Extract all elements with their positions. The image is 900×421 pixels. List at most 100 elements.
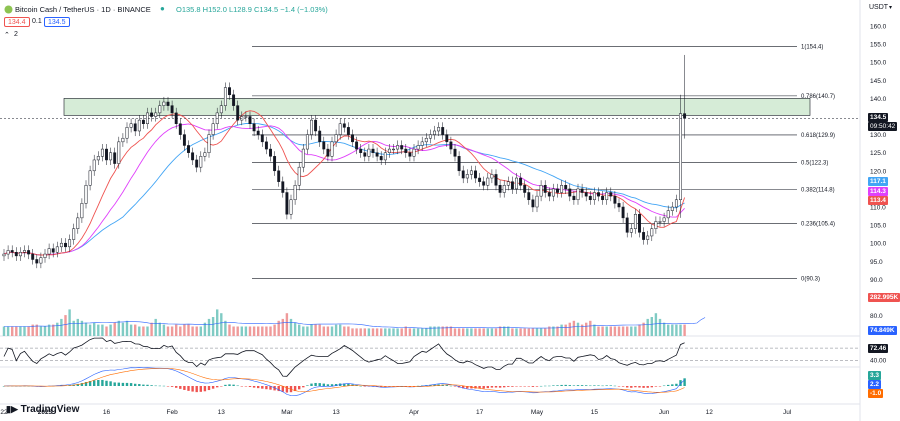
- volume-bar: [519, 328, 522, 336]
- volume-bar: [658, 318, 662, 336]
- candle-body: [412, 148, 416, 157]
- macd-hist-bar: [503, 386, 506, 388]
- volume-bar: [27, 326, 30, 336]
- volume-bar: [585, 322, 588, 336]
- volume-bar: [265, 326, 268, 336]
- macd-hist-bar: [613, 385, 617, 387]
- candle-body: [121, 137, 125, 143]
- volume-bar: [15, 326, 18, 336]
- volume-bar: [72, 320, 75, 336]
- volume-bar: [23, 326, 26, 336]
- candle-body: [469, 170, 473, 175]
- volume-bar: [544, 328, 547, 336]
- collapse-chevron-icon[interactable]: ⌃: [4, 32, 10, 39]
- volume-bar: [211, 317, 215, 336]
- volume-bar: [154, 318, 157, 336]
- volume-bar: [671, 324, 674, 336]
- price-tick-label: 145.0: [870, 78, 887, 85]
- macd-hist-bar: [416, 385, 420, 387]
- candle-body: [141, 119, 145, 124]
- candle-body: [125, 127, 129, 139]
- candle-body: [638, 213, 641, 233]
- volume-bar: [158, 322, 161, 336]
- volume-bar: [31, 324, 34, 336]
- candle-body: [6, 250, 10, 255]
- volume-bar: [621, 326, 625, 336]
- candle-body: [551, 188, 555, 197]
- candle-body: [133, 123, 137, 132]
- volume-bar: [306, 326, 309, 336]
- time-tick-label: 22: [0, 409, 8, 416]
- symbol-title[interactable]: Bitcoin Cash / TetherUS · 1D · BINANCE: [15, 5, 151, 14]
- volume-bar: [52, 324, 55, 336]
- volume-bar: [207, 318, 211, 336]
- macd-hist-bar: [667, 384, 670, 386]
- candle-body: [658, 221, 662, 223]
- candle-body: [338, 123, 342, 135]
- macd-hist-bar: [121, 382, 125, 386]
- candle-body: [305, 134, 309, 150]
- volume-bar: [412, 328, 416, 336]
- volume-bar: [548, 326, 551, 336]
- macd-hist-tag: 3.3: [868, 371, 882, 380]
- volume-bar: [19, 326, 22, 336]
- indicators-count[interactable]: 2: [14, 31, 18, 38]
- candle-body: [621, 206, 625, 219]
- volume-bar: [88, 324, 92, 336]
- macd-hist-bar: [646, 386, 649, 388]
- macd-hist-bar: [80, 383, 84, 386]
- candle-body: [560, 185, 564, 193]
- candle-body: [55, 246, 59, 253]
- volume-bar: [601, 326, 604, 336]
- candle-body: [84, 185, 88, 204]
- candle-body: [223, 87, 227, 106]
- macd-hist-bar: [84, 381, 88, 386]
- volume-bar: [626, 326, 629, 336]
- price-tick-label: 125.0: [870, 150, 887, 157]
- tradingview-logo[interactable]: ▮▶ TradingView: [6, 404, 79, 415]
- volume-bar: [445, 326, 448, 336]
- macd-hist-bar: [15, 385, 18, 387]
- candle-body: [605, 192, 609, 201]
- currency-dropdown-icon[interactable]: ▾: [889, 5, 893, 11]
- candle-body: [269, 148, 272, 157]
- candle-body: [244, 116, 248, 118]
- candle-body: [64, 242, 67, 248]
- volume-bar: [56, 322, 59, 336]
- candle-body: [654, 221, 658, 229]
- sell-price-box[interactable]: 134.4: [4, 17, 30, 27]
- macd-hist-bar: [113, 382, 116, 386]
- volume-bar: [453, 328, 457, 336]
- macd-hist-bar: [154, 385, 157, 387]
- macd-hist-bar: [564, 384, 567, 386]
- macd-hist-bar: [343, 383, 346, 386]
- candle-body: [617, 203, 621, 208]
- macd-hist-bar: [306, 385, 309, 386]
- candle-body: [178, 123, 182, 135]
- volume-bar: [257, 326, 260, 336]
- candle-body: [601, 195, 605, 201]
- volume-bar: [576, 322, 580, 336]
- candle-body: [113, 152, 117, 164]
- candle-body: [670, 206, 674, 211]
- candle-body: [679, 113, 682, 201]
- currency-label[interactable]: USDT: [869, 4, 889, 11]
- slow-ma-tag: 117.1: [868, 177, 888, 186]
- volume-bar: [449, 326, 453, 336]
- volume-bar: [76, 318, 79, 336]
- volume-bar: [429, 326, 432, 336]
- candle-body: [588, 195, 592, 201]
- macd-hist-bar: [474, 386, 477, 389]
- fib-label: 0(90.3): [801, 276, 820, 282]
- ohlc-values: O135.8 H152.0 L128.9 C134.5 −1.4 (−1.03%…: [176, 5, 328, 14]
- candle-body: [326, 148, 330, 157]
- macd-hist-bar: [232, 384, 235, 386]
- candle-body: [39, 257, 43, 264]
- volume-bar: [293, 322, 297, 336]
- buy-price-box[interactable]: 134.5: [44, 17, 70, 27]
- candle-body: [228, 87, 231, 96]
- candle-body: [256, 130, 260, 135]
- candle-body: [396, 145, 400, 150]
- volume-bar: [47, 324, 51, 336]
